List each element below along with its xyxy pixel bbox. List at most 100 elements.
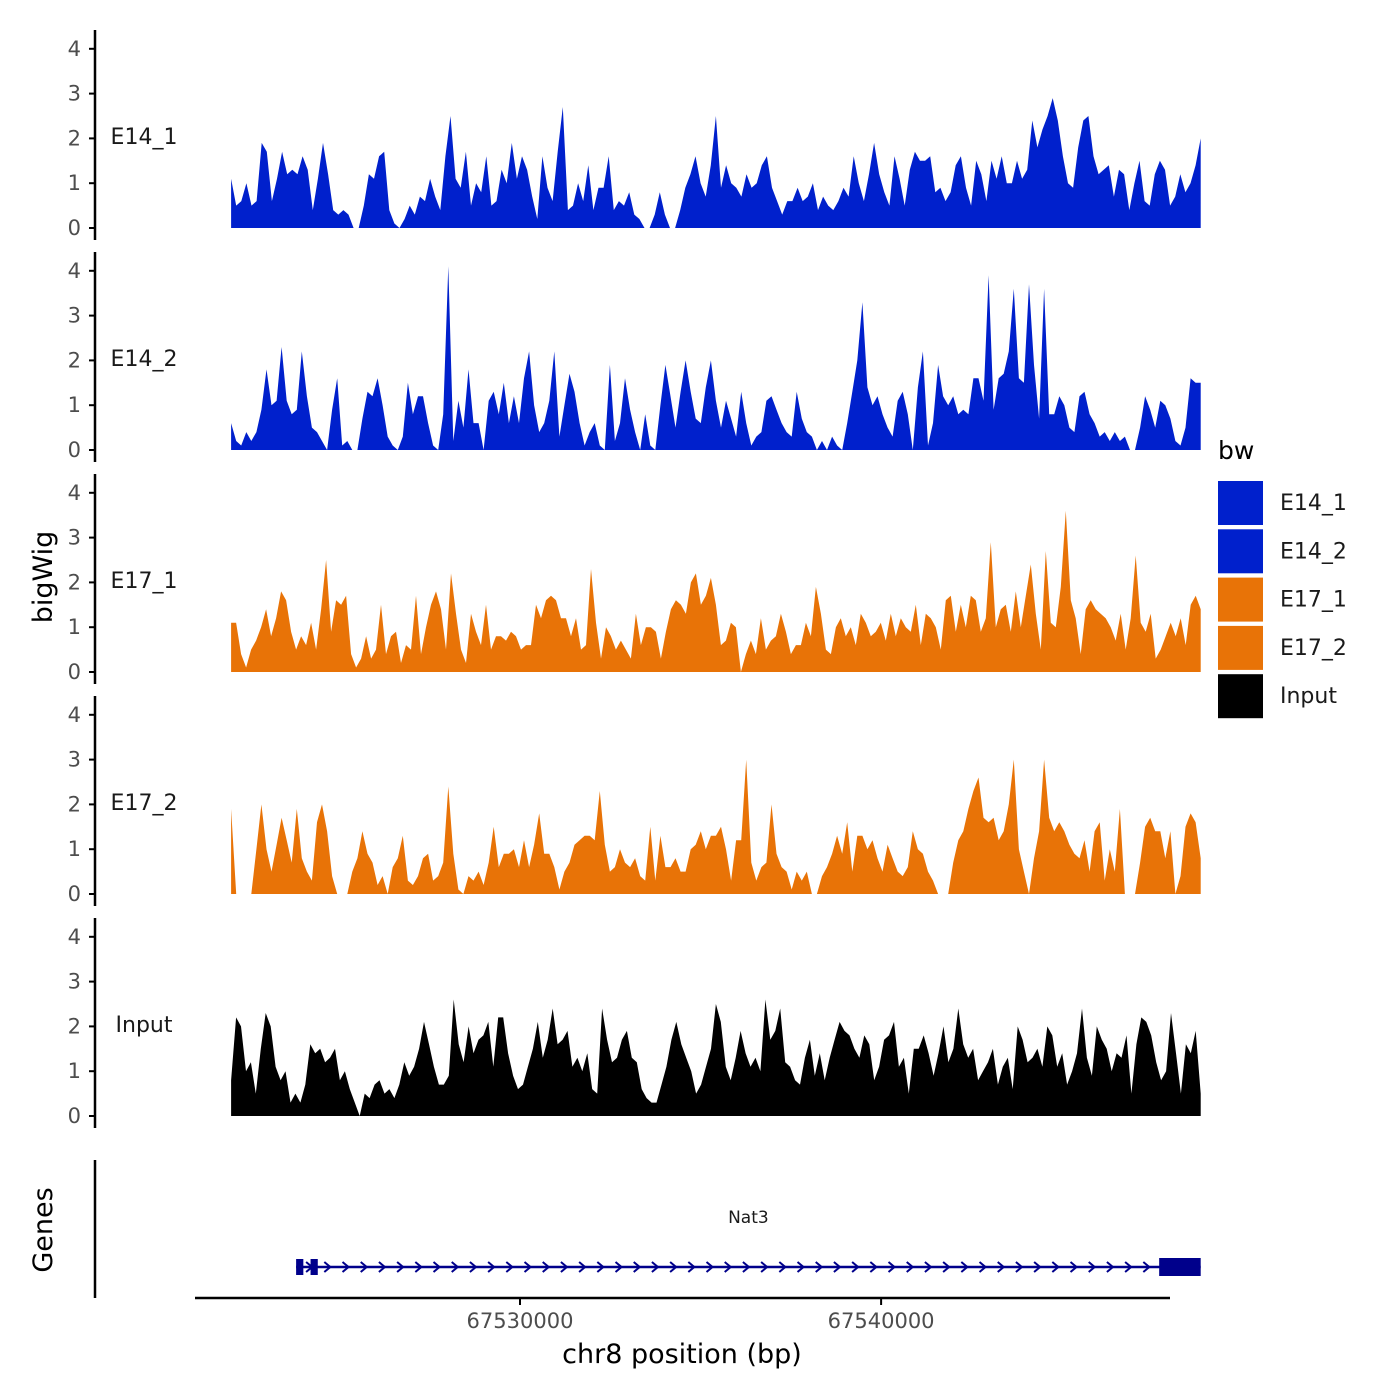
legend-label: E17_2 <box>1280 636 1347 661</box>
strand-arrow <box>705 1261 715 1273</box>
y-tick-label: 2 <box>68 126 81 150</box>
y-tick-label: 4 <box>68 481 81 505</box>
legend-label: E14_2 <box>1280 539 1347 564</box>
y-axis-title: bigWig <box>28 531 59 624</box>
strand-arrow <box>560 1261 569 1273</box>
strand-arrow <box>997 1261 1006 1273</box>
track-label: E17_1 <box>111 569 178 594</box>
track-area-E17_2 <box>231 759 1201 894</box>
legend-entry: Input <box>1218 674 1337 719</box>
strand-arrow <box>960 1261 969 1273</box>
y-tick-label: 2 <box>68 792 81 816</box>
track-area-E17_1 <box>231 510 1201 672</box>
track-area-E14_1 <box>231 98 1201 228</box>
y-tick-label: 3 <box>68 970 81 994</box>
x-axis-title: chr8 position (bp) <box>562 1339 802 1370</box>
y-tick-label: 4 <box>68 703 81 727</box>
y-tick-label: 4 <box>68 259 81 283</box>
track-E14_2: 0 1 2 3 4 E14_2 <box>68 252 1201 462</box>
track-area-Input <box>231 999 1201 1116</box>
tracks-layer: 0 1 2 3 4 E14_1 0 1 2 3 4 E14_2 0 1 2 3 4 E17_1 0 1 2 3 4 E17_2… <box>68 30 1201 1128</box>
strand-arrow <box>596 1261 605 1273</box>
strand-arrow <box>1124 1261 1133 1273</box>
y-tick-label: 1 <box>68 171 81 195</box>
strand-arrow <box>1033 1261 1042 1273</box>
strand-arrow <box>1106 1261 1115 1273</box>
x-tick-label: 67530000 <box>467 1309 574 1333</box>
legend-swatch <box>1218 577 1263 622</box>
strand-arrow <box>578 1261 587 1273</box>
strand-arrow <box>542 1261 551 1273</box>
track-label: E14_2 <box>111 347 178 372</box>
gene-label: Nat3 <box>728 1208 769 1228</box>
strand-arrow <box>669 1261 678 1273</box>
strand-arrow <box>323 1261 332 1273</box>
track-E17_1: 0 1 2 3 4 E17_1 <box>68 474 1201 684</box>
strand-arrow <box>851 1261 860 1273</box>
track-label: Input <box>116 1013 173 1038</box>
legend-entry: E14_2 <box>1218 529 1347 574</box>
strand-arrow <box>1088 1261 1097 1273</box>
strand-arrow <box>432 1261 442 1273</box>
track-area-E14_2 <box>231 266 1201 450</box>
strand-arrow <box>887 1261 897 1273</box>
strand-arrow <box>1142 1261 1151 1273</box>
strand-arrow <box>451 1261 460 1273</box>
track-E17_2: 0 1 2 3 4 E17_2 <box>68 696 1201 906</box>
strand-arrow <box>341 1261 351 1273</box>
gene-exon <box>1159 1258 1201 1276</box>
strand-arrow <box>469 1261 478 1273</box>
y-tick-label: 3 <box>68 526 81 550</box>
y-tick-label: 1 <box>68 1059 81 1083</box>
strand-arrow <box>1069 1261 1079 1273</box>
strand-arrow <box>360 1261 369 1273</box>
strand-arrow <box>724 1261 733 1273</box>
legend-label: E17_1 <box>1280 588 1347 613</box>
strand-arrow <box>1015 1261 1024 1273</box>
legend-entry: E14_1 <box>1218 481 1347 525</box>
legend-entry: E17_2 <box>1218 625 1347 670</box>
strand-arrow <box>778 1261 787 1273</box>
y-tick-label: 4 <box>68 37 81 61</box>
track-E14_1: 0 1 2 3 4 E14_1 <box>68 30 1201 240</box>
strand-arrow <box>687 1261 696 1273</box>
y-tick-label: 1 <box>68 615 81 639</box>
strand-arrow <box>414 1261 423 1273</box>
y-tick-label: 2 <box>68 1014 81 1038</box>
legend-swatch <box>1218 674 1263 719</box>
y-tick-label: 4 <box>68 925 81 949</box>
strand-arrow <box>396 1261 405 1273</box>
strand-arrow <box>978 1261 988 1273</box>
y-tick-label: 0 <box>68 216 81 240</box>
track-Input: 0 1 2 3 4 Input <box>68 918 1201 1128</box>
strand-arrow <box>942 1261 951 1273</box>
gene-exon <box>296 1259 304 1275</box>
legend-swatch <box>1218 529 1263 574</box>
strand-arrow <box>523 1261 533 1273</box>
strand-arrow <box>869 1261 878 1273</box>
y-tick-label: 0 <box>68 660 81 684</box>
strand-arrow <box>378 1261 387 1273</box>
x-axis: 67530000 67540000 <box>195 1296 1170 1333</box>
strand-arrow <box>614 1261 624 1273</box>
strand-arrow <box>633 1261 642 1273</box>
y-tick-label: 2 <box>68 570 81 594</box>
legend: bw E14_1 E14_2 E17_1 E17_2 Input <box>1218 436 1347 719</box>
track-label: E17_2 <box>111 791 178 816</box>
y-tick-label: 3 <box>68 748 81 772</box>
legend-label: Input <box>1280 684 1337 709</box>
strand-arrow <box>651 1261 660 1273</box>
strand-arrow <box>760 1261 769 1273</box>
strand-arrow <box>505 1261 514 1273</box>
strand-arrow <box>833 1261 842 1273</box>
gene-exon <box>310 1259 318 1275</box>
y-tick-label: 3 <box>68 82 81 106</box>
strand-arrow <box>1051 1261 1060 1273</box>
genes-axis-title: Genes <box>28 1187 59 1272</box>
legend-swatch <box>1218 625 1263 670</box>
y-tick-label: 1 <box>68 393 81 417</box>
strand-arrow <box>815 1261 824 1273</box>
strand-arrow <box>924 1261 933 1273</box>
y-tick-label: 0 <box>68 882 81 906</box>
